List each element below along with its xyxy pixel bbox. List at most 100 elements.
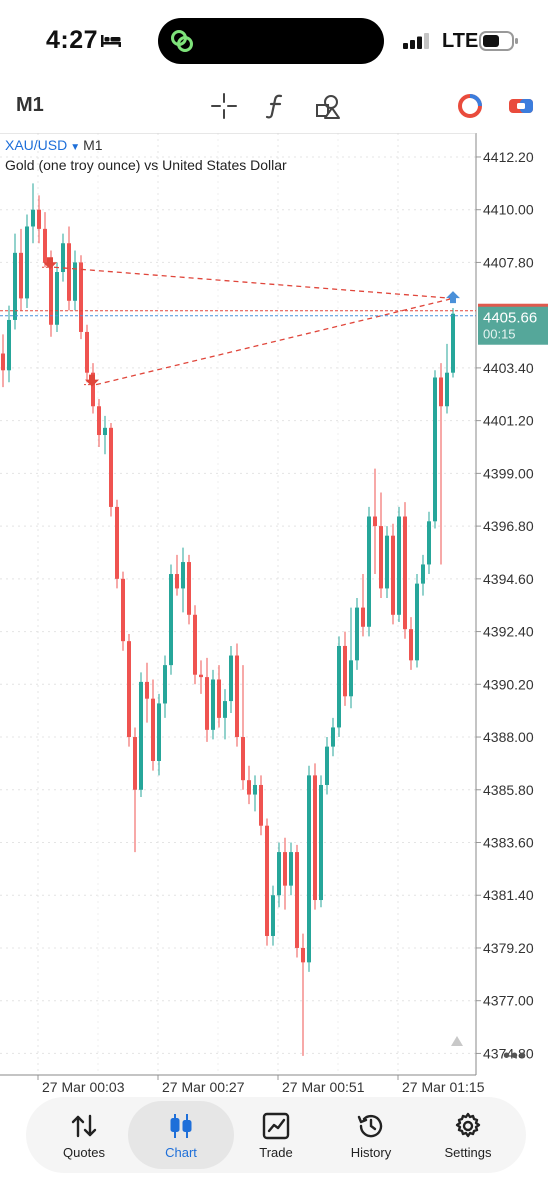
history-icon — [357, 1114, 383, 1138]
candle-bull — [307, 775, 311, 963]
candle-bull — [73, 262, 77, 301]
candle-bear — [43, 228, 47, 263]
candle-bear — [217, 679, 221, 718]
nav-label-chart: Chart — [165, 1145, 197, 1160]
y-tick-label: 4390.20 — [483, 676, 534, 692]
candle-bull — [103, 427, 107, 436]
crosshair-icon[interactable] — [210, 92, 238, 120]
timeframe-button[interactable]: M1 — [16, 94, 44, 116]
candle-bear — [187, 562, 191, 615]
candle-bull — [31, 209, 35, 227]
candle-bull — [157, 703, 161, 761]
y-tick-label: 4396.80 — [483, 518, 534, 534]
x-tick-label: 27 Mar 00:03 — [42, 1079, 125, 1095]
y-tick-label: 4399.00 — [483, 465, 534, 481]
y-tick-label: 4394.60 — [483, 571, 534, 587]
candle-bear — [373, 516, 377, 527]
candle-bear — [1, 353, 5, 371]
candle-bear — [127, 641, 131, 738]
dynamic-island — [158, 18, 384, 64]
symbol-name[interactable]: XAU/USD — [5, 137, 68, 153]
candle-bear — [379, 526, 383, 589]
candle-bull — [421, 564, 425, 584]
trade-line — [53, 266, 454, 300]
candle-bull — [427, 521, 431, 565]
candle-bull — [253, 784, 257, 795]
candle-bear — [343, 645, 347, 697]
y-tick-label: 4388.00 — [483, 729, 534, 745]
candle-bear — [121, 578, 125, 642]
current-price-tag — [478, 306, 548, 345]
candle-bull — [7, 319, 11, 371]
settings-icon — [455, 1112, 481, 1138]
trade-toggle-icon[interactable] — [507, 92, 535, 120]
candle-bull — [331, 727, 335, 747]
sell-arrow-icon — [85, 374, 99, 387]
candle-bull — [61, 243, 65, 273]
more-options-icon[interactable]: ••• — [503, 1045, 528, 1067]
candle-bull — [445, 372, 449, 407]
trade-line — [95, 297, 454, 386]
y-tick-label: 4383.60 — [483, 834, 534, 850]
status-bar: 4:27 LTE — [0, 0, 553, 80]
x-tick-label: 27 Mar 00:27 — [162, 1079, 245, 1095]
y-tick-label: 4403.40 — [483, 360, 534, 376]
price-chart[interactable]: 4412.20 4410.00 4407.80 4403.40 4401.20 4399.… — [0, 133, 553, 1095]
network-type-label: LTE — [442, 30, 479, 52]
candle-bull — [55, 272, 59, 325]
candle-bear — [19, 252, 23, 299]
y-tick-label: 4407.80 — [483, 254, 534, 270]
objects-icon[interactable] — [314, 92, 342, 120]
nav-label-quotes: Quotes — [63, 1145, 105, 1160]
candle-bull — [325, 746, 329, 785]
candle-bear — [301, 947, 305, 963]
nav-label-history: History — [350, 1145, 392, 1160]
nav-label-settings: Settings — [444, 1145, 492, 1160]
y-tick-label: 4412.20 — [483, 149, 534, 165]
candle-bull — [385, 535, 389, 589]
candle-bear — [265, 825, 269, 936]
symbol-dropdown-icon[interactable]: ▼ — [70, 142, 81, 153]
symbol-timeframe: M1 — [83, 137, 103, 153]
current-price-label: 4405.66 — [483, 310, 537, 327]
account-icon[interactable] — [456, 92, 484, 120]
candle-bear — [37, 209, 41, 229]
nav-trade[interactable]: Trade — [228, 1101, 324, 1169]
chart-shift-marker[interactable] — [451, 1036, 463, 1046]
buy-arrow-icon — [446, 291, 460, 304]
candle-bear — [295, 852, 299, 948]
nav-chart[interactable]: Chart — [128, 1101, 234, 1169]
quotes-icon — [71, 1114, 97, 1138]
candle-bull — [337, 645, 341, 728]
candlestick-chart[interactable]: 4412.20 4410.00 4407.80 4403.40 4401.20 4399.… — [0, 133, 553, 1095]
x-tick-label: 27 Mar 01:15 — [402, 1079, 485, 1095]
candle-bear — [205, 677, 209, 730]
nav-history[interactable]: History — [323, 1101, 419, 1169]
candle-bull — [211, 679, 215, 730]
candle-bull — [181, 562, 185, 589]
candle-bear — [79, 262, 83, 332]
function-icon[interactable] — [262, 92, 290, 120]
symbol-header[interactable]: XAU/USD ▼ M1 — [5, 137, 103, 153]
candle-bear — [115, 506, 119, 579]
candle-bear — [85, 331, 89, 373]
y-tick-label: 4392.40 — [483, 624, 534, 640]
y-tick-label: 4401.20 — [483, 413, 534, 429]
nav-quotes[interactable]: Quotes — [36, 1101, 132, 1169]
candle-bull — [229, 655, 233, 702]
trade-icon — [262, 1112, 290, 1140]
candle-bull — [451, 313, 455, 373]
bottom-navigation: Quotes Chart Trade History — [26, 1097, 526, 1173]
nav-label-trade: Trade — [259, 1145, 293, 1160]
candle-bull — [415, 583, 419, 661]
candle-bear — [439, 377, 443, 407]
candle-bear — [97, 406, 101, 436]
candle-bull — [349, 660, 353, 697]
y-tick-label: 4410.00 — [483, 202, 534, 218]
nav-settings[interactable]: Settings — [420, 1101, 516, 1169]
candle-bear — [235, 655, 239, 738]
y-tick-label: 4381.40 — [483, 887, 534, 903]
candle-bear — [193, 614, 197, 675]
candle-bear — [133, 737, 137, 790]
candle-bull — [271, 895, 275, 936]
